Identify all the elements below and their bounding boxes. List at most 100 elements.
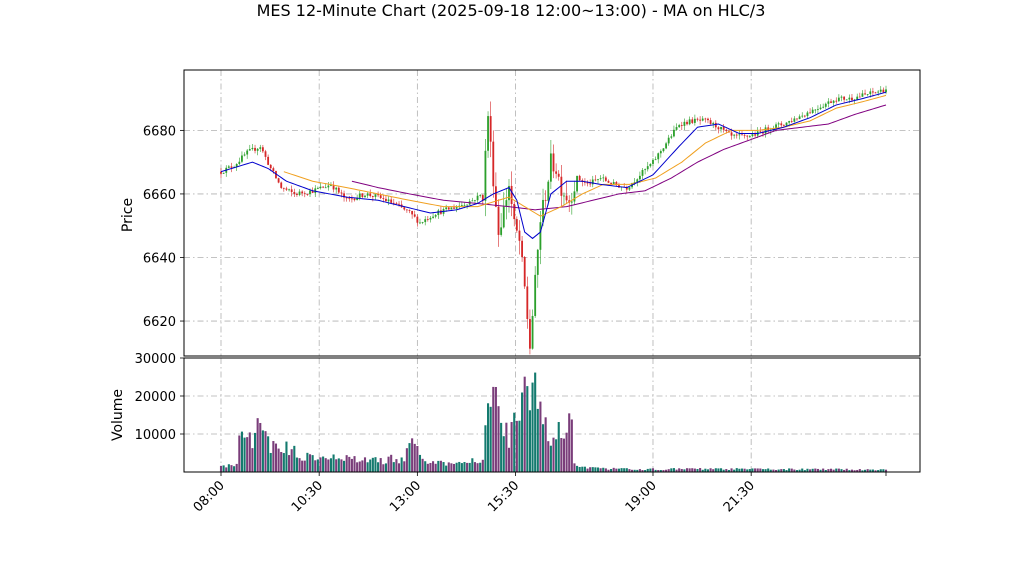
volume-bar bbox=[599, 468, 602, 472]
volume-bar bbox=[397, 463, 401, 472]
volume-bar bbox=[790, 468, 793, 472]
candle-body bbox=[877, 91, 880, 93]
candle-body bbox=[481, 195, 484, 201]
volume-bar bbox=[290, 449, 293, 472]
volume-bar bbox=[751, 468, 754, 472]
volume-bar bbox=[259, 422, 262, 472]
volume-bar bbox=[806, 468, 809, 472]
candle-body bbox=[704, 118, 707, 120]
candle-body bbox=[693, 118, 696, 123]
volume-bar bbox=[861, 470, 864, 472]
volume-bar bbox=[400, 457, 403, 472]
volume-bar bbox=[390, 454, 393, 472]
candle-body bbox=[487, 116, 489, 151]
volume-bar bbox=[759, 468, 762, 472]
volume-bar bbox=[646, 468, 649, 472]
volume-bar bbox=[837, 468, 840, 472]
volume-bar bbox=[589, 467, 592, 472]
volume-bar bbox=[602, 467, 605, 472]
price-y-tick-label: 6680 bbox=[143, 124, 176, 139]
candle-body bbox=[746, 135, 749, 137]
volume-bar bbox=[324, 458, 327, 472]
chart-title: MES 12-Minute Chart (2025-09-18 12:00~13… bbox=[257, 1, 766, 20]
volume-bar bbox=[693, 468, 696, 472]
volume-bar bbox=[434, 463, 437, 472]
volume-bar bbox=[484, 425, 487, 472]
candle-body bbox=[817, 109, 819, 110]
price-panel-frame bbox=[183, 69, 921, 357]
price-y-axis: 6620 6640 6660 6680 bbox=[143, 124, 184, 330]
volume-bar bbox=[869, 469, 872, 472]
candle-body bbox=[680, 125, 683, 126]
candle-body bbox=[259, 147, 262, 149]
candle-body bbox=[364, 195, 366, 197]
candle-body bbox=[416, 216, 419, 223]
candle-body bbox=[476, 195, 479, 201]
volume-bar bbox=[421, 458, 424, 472]
volume-bar bbox=[568, 413, 571, 472]
candle-body bbox=[327, 185, 330, 188]
candle-body bbox=[602, 177, 605, 179]
candle-body bbox=[371, 196, 374, 197]
volume-bar bbox=[306, 452, 309, 472]
volume-bar bbox=[521, 392, 524, 472]
volume-bar bbox=[610, 469, 613, 472]
volume-bar bbox=[515, 420, 518, 472]
candle-body bbox=[874, 92, 877, 94]
volume-bar bbox=[340, 459, 343, 472]
volume-bar bbox=[680, 469, 683, 472]
volume-bar bbox=[295, 457, 298, 472]
candle-body bbox=[500, 227, 503, 235]
volume-bar bbox=[549, 445, 552, 472]
volume-bar bbox=[809, 469, 812, 472]
volume-panel-frame bbox=[183, 357, 921, 473]
candle-body bbox=[387, 199, 390, 202]
candle-body bbox=[827, 101, 830, 104]
volume-bar bbox=[240, 431, 243, 472]
volume-bar bbox=[536, 408, 539, 472]
candle-body bbox=[466, 204, 469, 206]
candle-body bbox=[615, 182, 618, 186]
candle-body bbox=[788, 121, 791, 123]
candle-body bbox=[589, 183, 592, 185]
candle-body bbox=[243, 154, 246, 156]
volume-bar bbox=[733, 469, 736, 472]
candle-body bbox=[709, 120, 712, 124]
volume-bar bbox=[814, 468, 817, 472]
volume-bar bbox=[335, 459, 338, 472]
candle-body bbox=[604, 177, 607, 181]
volume-bar bbox=[788, 468, 791, 472]
candle-body bbox=[594, 179, 597, 181]
volume-bar bbox=[665, 469, 668, 472]
candle-body bbox=[366, 193, 369, 196]
volume-bar bbox=[877, 470, 880, 472]
candle-body bbox=[385, 198, 387, 202]
x-tick-label: 21:30 bbox=[721, 478, 758, 515]
volume-bar bbox=[557, 422, 560, 472]
volume-bar bbox=[267, 436, 270, 472]
candle-body bbox=[591, 179, 594, 185]
candle-body bbox=[275, 171, 277, 179]
candle-body bbox=[230, 166, 233, 168]
candle-body bbox=[332, 185, 335, 190]
volume-bar bbox=[246, 437, 249, 472]
volume-bar bbox=[816, 468, 819, 472]
volume-bar bbox=[227, 464, 230, 472]
candle-body bbox=[337, 187, 340, 193]
candle-body bbox=[673, 129, 675, 137]
candle-body bbox=[288, 189, 290, 191]
candle-body bbox=[547, 181, 550, 201]
candle-body bbox=[282, 187, 285, 189]
volume-bar bbox=[455, 462, 458, 472]
candle-body bbox=[316, 188, 319, 189]
volume-bar bbox=[756, 468, 759, 472]
volume-bar bbox=[709, 468, 712, 472]
candle-body bbox=[463, 204, 466, 206]
ma-slow-line bbox=[351, 104, 887, 211]
volume-bar bbox=[743, 468, 746, 472]
volume-bar bbox=[884, 469, 888, 472]
candle-body bbox=[811, 109, 814, 114]
candle-body bbox=[573, 191, 576, 202]
candle-body bbox=[885, 89, 887, 93]
volume-bar bbox=[502, 436, 505, 472]
